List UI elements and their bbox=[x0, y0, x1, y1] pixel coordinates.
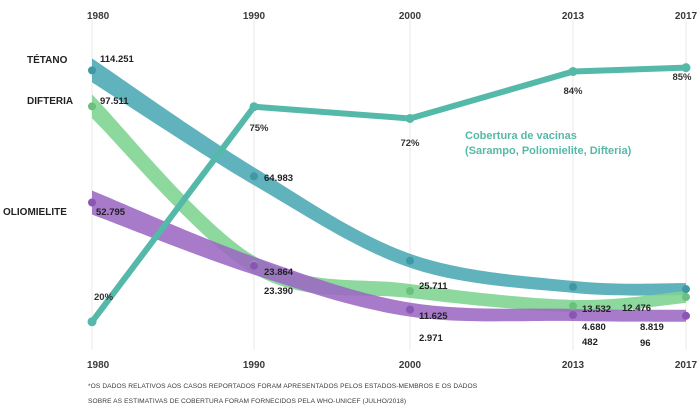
point-difteria-2000 bbox=[406, 287, 414, 296]
coverage-point-2000 bbox=[405, 113, 415, 123]
value-label-tétano-1980: 114.251 bbox=[100, 54, 135, 65]
value-label-tétano-2017: 12.476 bbox=[622, 303, 651, 314]
value-label-difteria-1990: 23.864 bbox=[264, 267, 294, 278]
x-tick-top-2013: 2013 bbox=[562, 11, 585, 22]
coverage-label-2017: 85% bbox=[672, 72, 692, 83]
point-tétano-2000 bbox=[406, 256, 414, 265]
coverage-label-1990: 75% bbox=[249, 123, 269, 134]
value-label-difteria-2017: 8.819 bbox=[640, 322, 664, 333]
point-difteria-2013 bbox=[569, 301, 577, 310]
coverage-label-2013: 84% bbox=[563, 86, 583, 97]
coverage-point-2013 bbox=[568, 67, 578, 77]
point-tétano-2013 bbox=[569, 282, 577, 291]
point-oliomielite-2017 bbox=[682, 311, 690, 320]
x-tick-top-1980: 1980 bbox=[87, 11, 110, 22]
value-label-tétano-2013: 13.532 bbox=[582, 304, 611, 315]
value-label-oliomielite-2013: 482 bbox=[582, 337, 598, 348]
x-tick-top-2017: 2017 bbox=[675, 11, 698, 22]
value-label-difteria-2013: 4.680 bbox=[582, 322, 606, 333]
coverage-point-1990 bbox=[249, 102, 259, 112]
x-tick-bottom-2013: 2013 bbox=[562, 360, 585, 371]
coverage-subtitle: (Sarampo, Poliomielite, Difteria) bbox=[465, 145, 632, 157]
value-label-oliomielite-1980: 52.795 bbox=[96, 207, 126, 218]
point-oliomielite-1980 bbox=[88, 198, 96, 207]
value-label-tétano-2000: 25.711 bbox=[419, 281, 448, 292]
point-tétano-1980 bbox=[88, 66, 96, 75]
legend-oliomielite: OLIOMIELITE bbox=[3, 207, 67, 218]
coverage-point-1980 bbox=[87, 317, 97, 327]
coverage-label-2000: 72% bbox=[400, 138, 420, 149]
point-oliomielite-2013 bbox=[569, 310, 577, 319]
coverage-point-2017 bbox=[681, 63, 691, 73]
footnote-line-2: SOBRE AS ESTIMATIVAS DE COBERTURA FORAM … bbox=[88, 398, 406, 405]
x-tick-top-2000: 2000 bbox=[399, 11, 422, 22]
x-tick-bottom-1990: 1990 bbox=[243, 360, 266, 371]
point-oliomielite-2000 bbox=[406, 305, 414, 314]
point-difteria-2017 bbox=[682, 293, 690, 302]
band-oliomielite bbox=[92, 190, 686, 322]
value-label-difteria-2000: 11.625 bbox=[419, 311, 448, 322]
point-tétano-1990 bbox=[250, 172, 258, 181]
footnote-line-1: *OS DADOS RELATIVOS AOS CASOS REPORTADOS… bbox=[88, 383, 478, 390]
band-tétano bbox=[92, 58, 686, 296]
value-label-oliomielite-1990: 23.390 bbox=[264, 286, 293, 297]
legend-tétano: TÉTANO bbox=[27, 53, 68, 66]
coverage-title: Cobertura de vacinas bbox=[465, 130, 577, 142]
value-label-oliomielite-2000: 2.971 bbox=[419, 333, 443, 344]
x-tick-bottom-2000: 2000 bbox=[399, 360, 422, 371]
x-tick-top-1990: 1990 bbox=[243, 11, 266, 22]
point-tétano-2017 bbox=[682, 285, 690, 294]
x-tick-bottom-1980: 1980 bbox=[87, 360, 110, 371]
value-label-oliomielite-2017: 96 bbox=[640, 338, 651, 349]
value-label-difteria-1980: 97.511 bbox=[100, 96, 129, 107]
coverage-label-1980: 20% bbox=[94, 292, 114, 303]
legend-difteria: DIFTERIA bbox=[27, 96, 73, 107]
x-tick-bottom-2017: 2017 bbox=[675, 360, 698, 371]
point-difteria-1980 bbox=[88, 102, 96, 111]
point-oliomielite-1990 bbox=[250, 261, 258, 270]
value-label-tétano-1990: 64.983 bbox=[264, 173, 293, 184]
